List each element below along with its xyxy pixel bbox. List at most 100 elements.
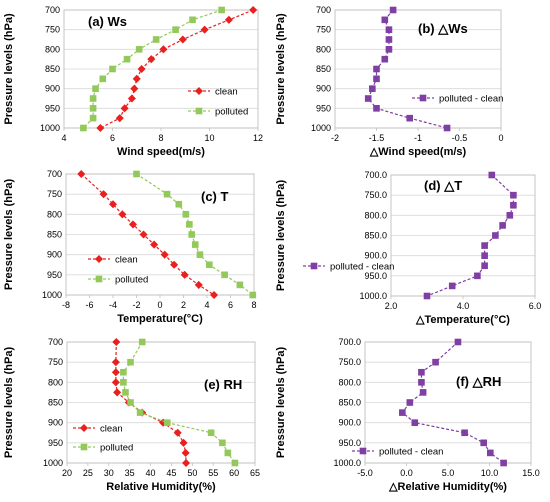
y-tick-label: 750 [47, 189, 62, 199]
y-tick-label: 700 [48, 337, 63, 347]
x-tick-label: -6 [85, 300, 93, 310]
legend-entry: polluted - clean [352, 447, 443, 458]
series-polluted-clean [364, 6, 451, 132]
data-point [481, 252, 488, 259]
x-tick-label: 0 [498, 133, 503, 143]
data-point [139, 230, 148, 239]
data-point [474, 272, 481, 280]
legend-marker [94, 254, 104, 264]
x-tick-label: 4 [61, 133, 66, 143]
series-clean [77, 169, 219, 300]
legend-label: polluted - clean [439, 94, 503, 105]
data-point [385, 36, 393, 43]
data-point [182, 458, 191, 468]
data-point [510, 201, 517, 209]
x-tick-label: 6.0 [529, 301, 542, 311]
x-tick-label: 65 [250, 468, 260, 478]
panel-dt: 700.0 750.0 800.0 850.0 900.0 950.0 1000.02.0 4… [275, 170, 541, 326]
x-axis-label: Relative Humidity(%) [106, 481, 216, 493]
legend-label: polluted [115, 275, 148, 286]
data-point [108, 200, 118, 209]
legend-label: polluted [100, 443, 133, 454]
data-point [99, 75, 107, 83]
y-tick-label: 700 [316, 5, 331, 15]
y-tick-label: 900 [47, 250, 62, 260]
legend-marker [79, 423, 89, 433]
x-tick-label: 12 [253, 133, 263, 143]
data-point [175, 200, 183, 208]
legend-entry: polluted - clean [303, 262, 394, 273]
data-point [113, 388, 122, 397]
data-point [419, 389, 427, 396]
legend-marker [95, 275, 103, 283]
x-tick-label: -2 [331, 133, 339, 143]
data-point [132, 74, 141, 83]
y-tick-label: 750 [45, 25, 60, 35]
data-point [481, 262, 488, 270]
data-point [191, 241, 199, 248]
series-polluted [120, 338, 239, 467]
data-point [219, 439, 226, 447]
x-tick-label: 5.0 [442, 468, 455, 478]
y-tick-label: 850.0 [338, 398, 361, 408]
data-point [127, 399, 134, 406]
y-tick-label: 700 [45, 5, 60, 15]
legend-label: clean [100, 424, 123, 435]
y-tick-label: 850 [47, 230, 62, 240]
y-tick-label: 800.0 [338, 377, 361, 387]
x-tick-label: 45 [166, 468, 176, 478]
data-point [120, 368, 127, 376]
data-point [406, 114, 414, 122]
y-tick-label: 900 [45, 84, 60, 94]
y-tick-label: 1000.0 [359, 291, 387, 301]
data-point [138, 338, 146, 346]
data-point [389, 6, 397, 14]
data-point [77, 169, 86, 179]
data-point [500, 459, 507, 467]
data-point [137, 64, 146, 74]
data-point [423, 292, 431, 300]
y-axis-label: Pressure levels (hPa) [275, 13, 287, 125]
x-tick-label: 8 [251, 300, 256, 310]
legend-marker [419, 94, 427, 102]
data-point [128, 220, 137, 229]
data-point [127, 94, 136, 103]
data-point [461, 429, 468, 437]
data-point [152, 36, 160, 43]
data-point [506, 212, 514, 219]
y-tick-label: 1000.0 [333, 458, 361, 468]
data-point [127, 358, 134, 366]
data-point [249, 291, 257, 299]
x-tick-label: -0.5 [452, 133, 468, 143]
y-tick-label: 1000 [43, 458, 63, 468]
legend-entry: polluted - clean [412, 94, 503, 105]
y-tick-label: 700.0 [338, 337, 361, 347]
data-point [488, 171, 496, 179]
y-axis-label: Pressure levels (hPa) [3, 13, 15, 125]
x-tick-label: -5.0 [357, 468, 373, 478]
y-tick-label: 1000 [40, 123, 60, 133]
x-axis-label: △Wind speed(m/s) [369, 146, 467, 158]
x-tick-label: 10.0 [481, 468, 499, 478]
x-tick-label: 10 [204, 133, 214, 143]
data-point [454, 338, 462, 346]
data-point [89, 114, 97, 122]
legend-marker [310, 262, 318, 270]
y-tick-label: 1000 [42, 290, 62, 300]
panel-title: (b) △Ws [418, 21, 468, 36]
data-point [189, 16, 196, 24]
legend-label: clean [115, 255, 138, 266]
x-tick-label: 0 [157, 300, 162, 310]
data-point [369, 85, 376, 92]
legend-label: polluted [215, 107, 248, 118]
data-point [224, 15, 233, 24]
panel-dws: 700 750 800 850 900 950 1000-2 -1.5 -1 -0.5 0 △Wind… [275, 5, 504, 158]
y-tick-label: 850 [48, 398, 63, 408]
data-point [130, 84, 139, 93]
data-point [200, 25, 209, 34]
y-tick-label: 950 [316, 103, 331, 113]
y-tick-label: 900.0 [338, 418, 361, 428]
x-tick-label: 4.0 [457, 301, 470, 311]
